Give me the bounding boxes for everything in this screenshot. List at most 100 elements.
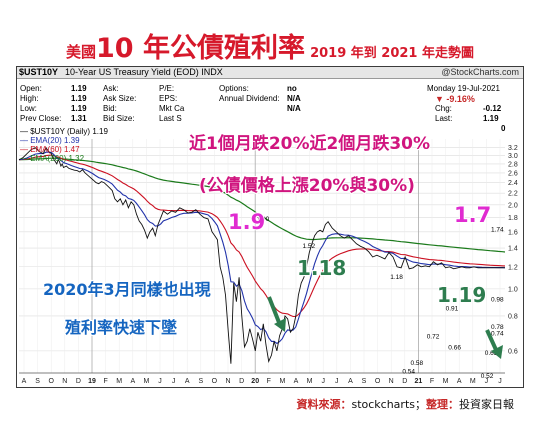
last-label: Last: xyxy=(435,114,453,123)
x-tick-label: D xyxy=(239,378,244,385)
lastsale-label: Last S xyxy=(159,114,182,123)
x-tick-label: J xyxy=(321,378,325,385)
x-tick-label: O xyxy=(48,378,54,385)
chart-topbar: $UST10Y 10-Year US Treasury Yield (EOD) … xyxy=(17,67,523,79)
data-label: 0.58 xyxy=(411,360,424,367)
x-tick-label: M xyxy=(143,378,149,385)
legend-item-ema60: — EMA(60) 1.47 xyxy=(20,145,80,154)
x-tick-label: A xyxy=(348,378,353,385)
x-tick-label: 20 xyxy=(251,378,259,385)
headline-country: 美國 xyxy=(65,43,96,61)
x-tick-label: J xyxy=(485,378,489,385)
data-label: 1.74 xyxy=(491,227,504,234)
chg-label: Chg: xyxy=(435,104,452,113)
dividend-value: N/A xyxy=(287,94,301,103)
x-tick-label: N xyxy=(62,378,67,385)
low-label: Low: xyxy=(20,104,37,113)
y-tick-label: 0.6 xyxy=(508,348,518,355)
yield-chart: 3.23.02.8 2.6 2.4 2.2 2.0 1.8 1.6 1.4 1.2 1.0 0.8 0… xyxy=(18,132,518,385)
stats-block: Open: 1.19 High: 1.19 Low: 1.19 Prev Clo… xyxy=(17,67,523,157)
options-label: Options: xyxy=(219,84,249,93)
annotation-monthly-drop: 近1個月跌20%近2個月跌30% xyxy=(189,133,430,154)
x-tick-label: F xyxy=(430,378,434,385)
legend-item-ema260: — EMA(260) 1.32 xyxy=(20,154,85,163)
x-tick-label: M xyxy=(279,378,285,385)
low-value: 1.19 xyxy=(71,104,87,113)
x-tick-label: J xyxy=(498,378,502,385)
source-credit: @StockCharts.com xyxy=(441,67,519,77)
dividend-label: Annual Dividend: xyxy=(219,94,280,103)
y-tick-label: 1.4 xyxy=(508,246,518,253)
last-value: 1.19 xyxy=(483,114,499,123)
x-tick-label: M xyxy=(307,378,313,385)
data-label: 0.54 xyxy=(402,369,415,376)
high-value: 1.19 xyxy=(71,94,87,103)
open-label: Open: xyxy=(20,84,42,93)
headline-main: 10 年公債殖利率 xyxy=(95,33,305,64)
data-label: 0.74 xyxy=(491,330,504,337)
data-label: 1.18 xyxy=(390,274,403,281)
x-tick-label: M xyxy=(116,378,122,385)
x-tick-label: A xyxy=(22,378,27,385)
data-label: 0.98 xyxy=(491,296,504,303)
annotation-bond-price: (公債價格上漲20%與30%) xyxy=(199,175,415,196)
chart-frame: $UST10Y 10-Year US Treasury Yield (EOD) … xyxy=(16,66,524,388)
yield-value: N/A xyxy=(287,104,301,113)
bid-size-label: Bid Size: xyxy=(103,114,135,123)
data-label: 0.66 xyxy=(448,344,461,351)
annotation-1-19: 1.19 xyxy=(437,283,486,307)
x-tick-label: F xyxy=(103,378,107,385)
price-line xyxy=(18,146,505,364)
x-tick-label: M xyxy=(470,378,476,385)
open-value: 1.19 xyxy=(71,84,87,93)
annotation-1-7: 1.7 xyxy=(454,203,491,227)
headline-range: 2019 年到 2021 年走勢圖 xyxy=(310,46,475,61)
y-tick-label: 1.8 xyxy=(508,215,518,222)
high-label: High: xyxy=(20,94,39,103)
ema260-line xyxy=(18,157,506,253)
annotation-1-18: 1.18 xyxy=(297,256,346,280)
y-tick-label: 2.6 xyxy=(508,170,518,177)
x-tick-label: 21 xyxy=(415,378,423,385)
ask-label: Ask: xyxy=(103,84,119,93)
symbol: $UST10Y xyxy=(19,67,59,77)
data-label: 1.52 xyxy=(303,243,316,250)
x-tick-label: S xyxy=(198,378,203,385)
data-label: 0.91 xyxy=(446,305,459,312)
x-tick-label: J xyxy=(172,378,176,385)
x-tick-label: A xyxy=(457,378,462,385)
data-label: 0.78 xyxy=(491,324,504,331)
y-tick-label: 1.6 xyxy=(508,229,518,236)
x-tick-label: A xyxy=(185,378,190,385)
x-tick-label: S xyxy=(362,378,367,385)
data-label: 1.90 xyxy=(257,216,270,223)
x-tick-label: M xyxy=(443,378,449,385)
data-label: 0.52 xyxy=(481,373,494,380)
legend-item-price: — $UST10Y (Daily) 1.19 xyxy=(20,127,108,136)
x-tick-label: A xyxy=(130,378,135,385)
x-tick-label: O xyxy=(212,378,218,385)
ema60-line xyxy=(18,154,506,318)
ema20-line xyxy=(18,151,506,345)
footer-credit: 資料來源：stockcharts；整理：投資家日報 xyxy=(296,396,514,412)
eps-label: EPS: xyxy=(159,94,178,103)
pe-label: P/E: xyxy=(159,84,175,93)
note-rapid-drop: 殖利率快速下墜 xyxy=(64,318,178,337)
y-tick-label: 0.8 xyxy=(508,313,518,320)
x-tick-label: N xyxy=(389,378,394,385)
prev-close-label: Prev Close: xyxy=(20,114,62,123)
change-percent: ▼ -9.16% xyxy=(435,94,475,104)
legend-item-ema20: — EMA(20) 1.39 xyxy=(20,136,80,145)
chg-value: -0.12 xyxy=(483,104,502,113)
mktcap-label: Mkt Ca xyxy=(159,104,185,113)
footer-source-label: 資料來源： xyxy=(296,398,352,411)
x-tick-label: J xyxy=(335,378,339,385)
headline: 美國10 年公債殖利率 2019 年到 2021 年走勢圖 xyxy=(0,26,540,64)
x-tick-label: N xyxy=(225,378,230,385)
down-arrow-left-head xyxy=(274,318,286,332)
y-tick-label: 2.0 xyxy=(508,202,518,209)
down-arrow-left xyxy=(267,296,282,326)
prev-close-value: 1.31 xyxy=(71,114,87,123)
y-tick-label: 3.2 xyxy=(508,145,518,152)
down-arrow-right xyxy=(485,329,499,353)
